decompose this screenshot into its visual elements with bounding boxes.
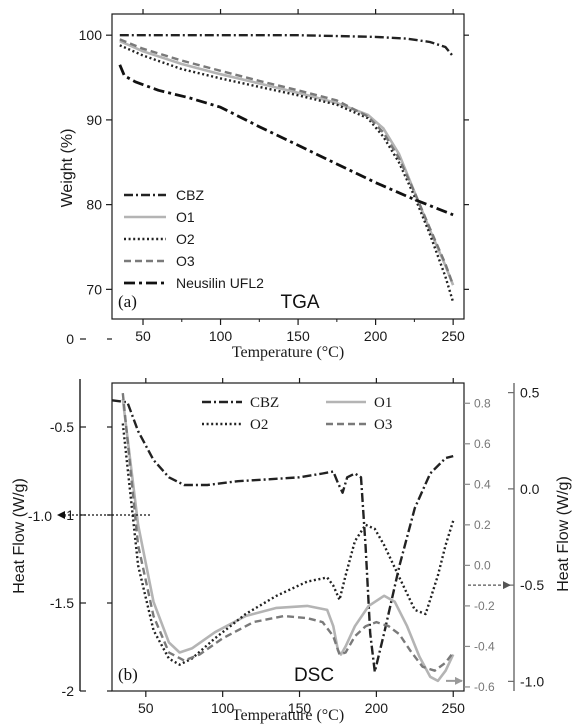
dsc-series-line-o3	[121, 392, 455, 672]
dsc-left-y-tick-label-3: -0.5	[50, 419, 74, 435]
tga-x-tick-label-250: 250	[441, 328, 465, 344]
tga-panel-title: TGA	[280, 292, 319, 313]
dsc-legend: CBZ O1 O2 O3	[202, 395, 392, 433]
dsc-panel: 50 100 150 200 250 -2-1.5-1-0.50-1.0 -0.6-0.…	[11, 331, 572, 724]
tga-x-tick-label-50: 50	[135, 328, 151, 344]
tga-x-axis: 50 100 150 200 250	[135, 9, 465, 344]
tga-series	[118, 34, 455, 303]
tga-series-line-cbz	[119, 34, 455, 58]
dsc-inner-y-tick-label-4: 0.2	[474, 518, 491, 532]
dsc-legend-label-o1: O1	[374, 395, 392, 411]
dsc-right-y-tick-label-1: -0.5	[520, 577, 544, 593]
tga-y-tick-label-100: 100	[79, 27, 103, 43]
dsc-left-y-tick-label-1: -1.5	[50, 595, 74, 611]
dsc-outer-left-tick-label: -1.0	[28, 508, 52, 524]
dsc-x-tick-label-150: 150	[288, 700, 312, 716]
dsc-axis-arrows	[57, 511, 511, 685]
dsc-right-y-axis-title: Heat Flow (W/g)	[555, 476, 572, 592]
dsc-inner-y-axis: -0.6 -0.4 -0.2 0.0 0.2 0.4 0.6 0.8	[464, 396, 495, 694]
tga-series-line-o1	[119, 39, 455, 286]
dsc-panel-label: (b)	[118, 665, 138, 684]
tga-series-line-o2	[119, 44, 455, 303]
dsc-left-y-axis-title: Heat Flow (W/g)	[11, 478, 28, 594]
tga-series-line-neusilin-ufl2	[118, 64, 454, 217]
dsc-left-y-axis: -2-1.5-1-0.50-1.0	[28, 331, 112, 699]
dsc-inner-y-tick-label-6: 0.6	[474, 437, 491, 451]
dsc-panel-title: DSC	[294, 665, 334, 686]
dsc-series	[111, 392, 455, 683]
tga-legend-label-o1: O1	[176, 209, 195, 225]
dsc-x-tick-label-50: 50	[138, 700, 154, 716]
dsc-left-y-tick-label-4: 0	[66, 331, 74, 347]
dsc-legend-label-o3: O3	[374, 417, 392, 433]
dsc-x-tick-label-250: 250	[442, 700, 466, 716]
tga-legend: CBZ O1 O2 O3 Neusilin UFL2	[124, 187, 264, 291]
dsc-left-y-tick-label-0: -2	[62, 683, 75, 699]
tga-legend-label-o2: O2	[176, 231, 195, 247]
dsc-inner-y-tick-label-3: 0.0	[474, 558, 491, 572]
tga-x-tick-label-100: 100	[209, 328, 233, 344]
dsc-inner-y-tick-label-0: -0.6	[474, 680, 495, 694]
tga-y-axis-title: Weight (%)	[59, 129, 76, 208]
dsc-right-y-tick-label-0: -1.0	[520, 673, 544, 689]
tga-y-tick-label-90: 90	[86, 112, 102, 128]
dsc-plot-frame	[111, 382, 465, 692]
dsc-right-y-axis: -1.0 -0.5 0.0 0.5	[508, 383, 544, 691]
tga-x-tick-label-200: 200	[364, 328, 388, 344]
tga-series-line-o3	[119, 38, 455, 286]
dsc-inner-y-tick-label-1: -0.4	[474, 639, 495, 653]
tga-y-axis: 70 80 90 100	[79, 27, 469, 297]
dsc-x-axis: 50 100 150 200 250	[138, 378, 465, 716]
tga-x-tick-label-150: 150	[286, 328, 310, 344]
tga-panel-label: (a)	[118, 292, 137, 311]
tga-x-axis-title: Temperature (°C)	[232, 344, 344, 361]
dsc-x-tick-label-200: 200	[365, 700, 389, 716]
tga-legend-label-cbz: CBZ	[176, 187, 204, 203]
dsc-legend-label-o2: O2	[250, 417, 268, 433]
dsc-right-y-tick-label-2: 0.0	[520, 481, 540, 497]
tga-y-tick-label-70: 70	[86, 281, 102, 297]
dsc-inner-y-tick-label-7: 0.8	[474, 396, 491, 410]
dsc-x-axis-title: Temperature (°C)	[232, 707, 344, 724]
tga-panel: 50 100 150 200 250 70 80 90 100 CBZ O1 O2 O3 Neusil…	[59, 9, 469, 361]
dsc-right-y-tick-label-3: 0.5	[520, 385, 540, 401]
dsc-legend-label-cbz: CBZ	[250, 395, 279, 411]
dsc-series-line-o2	[121, 423, 455, 666]
tga-legend-label-neusilin-ufl2: Neusilin UFL2	[176, 275, 264, 291]
dsc-inner-y-tick-label-5: 0.4	[474, 477, 491, 491]
tga-plot-frame	[111, 13, 465, 320]
tga-y-tick-label-80: 80	[86, 197, 102, 213]
tga-legend-label-o3: O3	[176, 253, 195, 269]
dsc-x-tick-label-100: 100	[211, 700, 235, 716]
dsc-inner-y-tick-label-2: -0.2	[474, 599, 495, 613]
dsc-series-line-cbz	[111, 399, 454, 673]
